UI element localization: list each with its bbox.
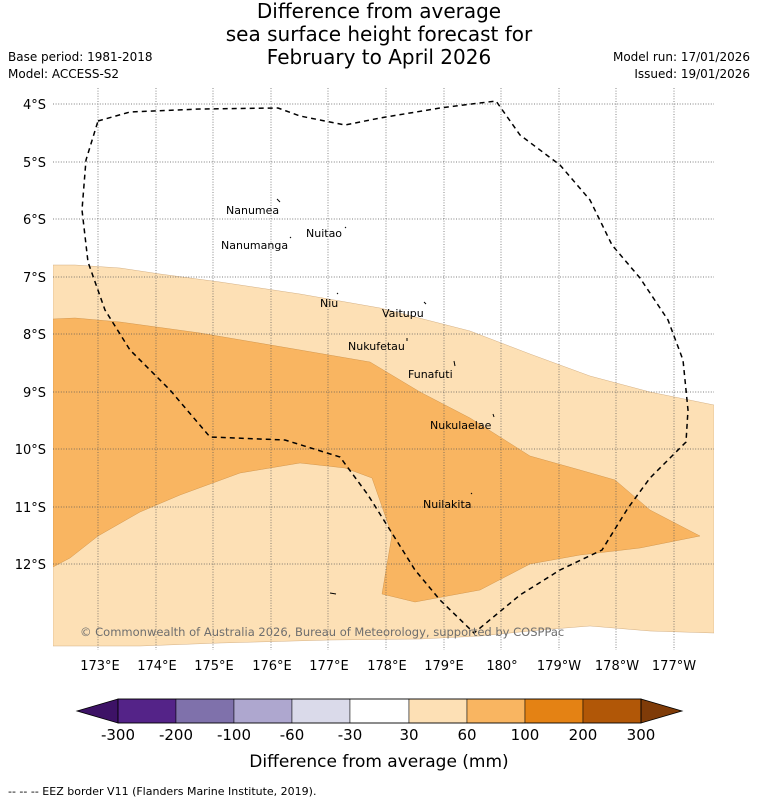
colorbar-tick-200: 200 <box>569 726 598 744</box>
issued-date: Issued: 19/01/2026 <box>634 67 750 81</box>
colorbar-cell-minus30-30 <box>349 698 410 724</box>
title-line-3: February to April 2026 <box>266 45 492 69</box>
meta-right: Model run: 17/01/2026 Issued: 19/01/2026 <box>613 49 750 83</box>
colorbar-arrow-high <box>640 698 684 724</box>
model-run: Model run: 17/01/2026 <box>612 50 750 64</box>
label-nanumanga: Nanumanga <box>221 239 288 252</box>
colorbar-cell-200-300 <box>582 698 642 724</box>
lat-label-8s: 8°S <box>23 328 46 343</box>
colorbar-arrow-low <box>75 698 119 724</box>
model-name: Model: ACCESS-S2 <box>8 67 120 81</box>
colorbar-outline <box>117 698 642 724</box>
colorbar-cell-minus60-minus30 <box>291 698 351 724</box>
reef-island-shape <box>329 592 337 595</box>
lat-label-5s: 5°S <box>23 156 46 171</box>
colorbar: -300 -200 -100 -60 -30 30 60 100 200 300… <box>75 698 684 772</box>
place-labels: Nanumea Nuitao Nanumanga Niu Vaitupu Nuk… <box>221 204 492 511</box>
meta-left: Base period: 1981-2018 Model: ACCESS-S2 <box>8 49 153 83</box>
lon-label-177e: 177°E <box>309 659 349 674</box>
eez-legend-note: -- -- -- EEZ border V11 (Flanders Marine… <box>8 785 317 798</box>
lon-label-174e: 174°E <box>137 659 177 674</box>
nuitao-island-shape <box>344 226 347 229</box>
niu-island-shape <box>336 292 339 295</box>
colorbar-tick-minus300: -300 <box>101 726 135 744</box>
colorbar-tick-minus60: -60 <box>280 726 305 744</box>
lon-label-180: 180° <box>486 659 517 674</box>
nanumea-island-shape <box>276 198 281 203</box>
lat-label-7s: 7°S <box>23 271 46 286</box>
label-nuilakita: Nuilakita <box>423 498 472 511</box>
colorbar-tick-minus200: -200 <box>159 726 193 744</box>
lon-label-173e: 173°E <box>80 659 120 674</box>
label-niu: Niu <box>320 297 338 310</box>
map-title: Difference from average sea surface heig… <box>0 0 758 69</box>
colorbar-cell-minus100-minus60 <box>233 698 293 724</box>
nukulaelae-island-shape <box>492 413 495 418</box>
lat-label-10s: 10°S <box>15 443 46 458</box>
label-funafuti: Funafuti <box>408 368 453 381</box>
lon-label-178e: 178°E <box>367 659 407 674</box>
islands <box>276 198 495 595</box>
lat-label-11s: 11°S <box>15 501 46 516</box>
lon-label-176e: 176°E <box>252 659 292 674</box>
copyright-notice: © Commonwealth of Australia 2026, Bureau… <box>80 625 564 639</box>
lat-label-4s: 4°S <box>23 98 46 113</box>
longitude-gridlines <box>97 88 675 650</box>
label-vaitupu: Vaitupu <box>382 307 424 320</box>
title-line-1: Difference from average <box>256 0 502 23</box>
lat-label-6s: 6°S <box>23 213 46 228</box>
label-nanumea: Nanumea <box>226 204 279 217</box>
colorbar-cell-30-60 <box>408 698 468 724</box>
colorbar-tick-minus30: -30 <box>338 726 363 744</box>
nanumanga-island-shape <box>289 236 292 239</box>
vaitupu-island-shape <box>423 301 427 305</box>
colorbar-ticks: -300 -200 -100 -60 -30 30 60 100 200 300 <box>101 726 655 744</box>
title-line-2: sea surface height forecast for <box>225 22 533 46</box>
anomaly-region-60-100 <box>53 317 701 603</box>
longitude-labels: 173°E 174°E 175°E 176°E 177°E 178°E 179°… <box>80 659 696 674</box>
nuilakita-island-shape <box>470 492 473 495</box>
colorbar-tick-minus100: -100 <box>217 726 251 744</box>
colorbar-tick-60: 60 <box>457 726 476 744</box>
lat-label-12s: 12°S <box>15 558 46 573</box>
colorbar-cell-minus300-minus200 <box>117 698 177 724</box>
lat-label-9s: 9°S <box>23 386 46 401</box>
label-nuitao: Nuitao <box>306 227 342 240</box>
funafuti-island-shape <box>453 360 456 367</box>
lon-label-179e: 179°E <box>424 659 464 674</box>
colorbar-label: Difference from average (mm) <box>249 752 508 772</box>
colorbar-cell-100-200 <box>524 698 584 724</box>
lon-label-178w: 178°W <box>595 659 639 674</box>
colorbar-cell-minus200-minus100 <box>175 698 235 724</box>
label-nukulaelae: Nukulaelae <box>430 419 492 432</box>
colorbar-cell-60-100 <box>466 698 526 724</box>
base-period: Base period: 1981-2018 <box>8 50 153 64</box>
latitude-gridlines <box>53 103 714 565</box>
colorbar-tick-30: 30 <box>399 726 418 744</box>
latitude-labels: 4°S 5°S 6°S 7°S 8°S 9°S 10°S 11°S 12°S <box>15 98 46 573</box>
map-area: Nanumea Nuitao Nanumanga Niu Vaitupu Nuk… <box>53 88 714 650</box>
lon-label-179w: 179°W <box>537 659 581 674</box>
lon-label-177w: 177°W <box>652 659 696 674</box>
colorbar-tick-300: 300 <box>627 726 656 744</box>
lon-label-175e: 175°E <box>194 659 234 674</box>
colorbar-tick-100: 100 <box>511 726 540 744</box>
eez-border <box>81 100 689 635</box>
label-nukufetau: Nukufetau <box>348 340 405 353</box>
